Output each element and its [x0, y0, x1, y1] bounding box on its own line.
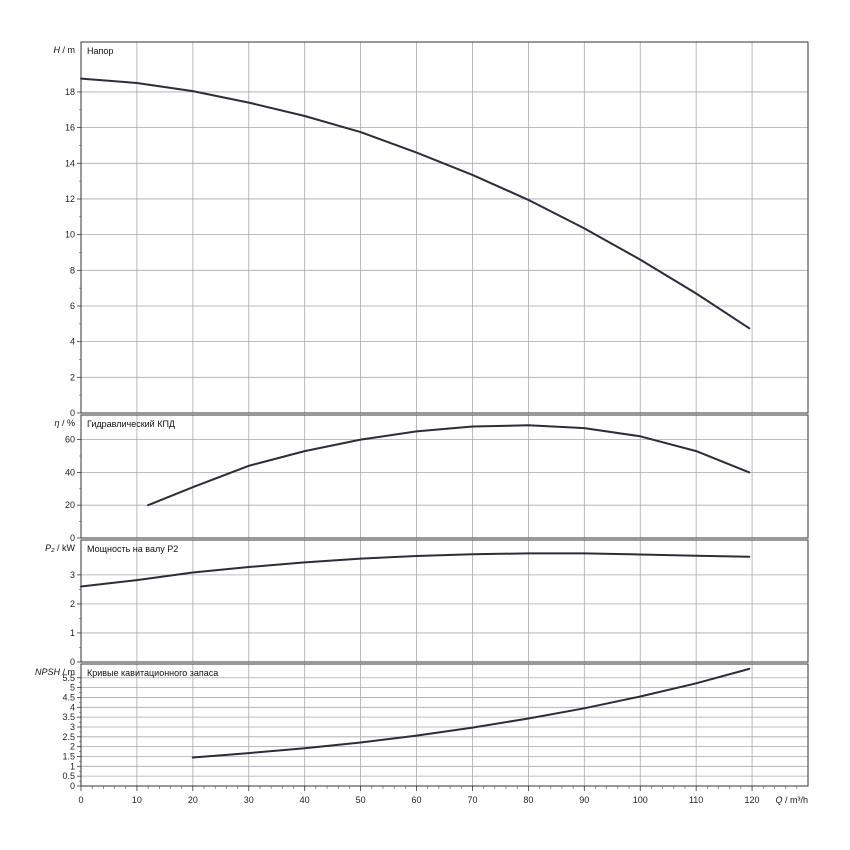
- y-axis-unit: / m: [60, 45, 75, 55]
- panel-frame: [80, 663, 809, 787]
- y-tick-label: 4: [70, 337, 75, 347]
- x-tick-label: 80: [523, 795, 533, 805]
- x-tick-label: 20: [188, 795, 198, 805]
- y-tick-label: 12: [65, 194, 75, 204]
- y-tick-label: 0.5: [62, 771, 75, 781]
- y-tick-label: 10: [65, 230, 75, 240]
- series-line-power: [80, 552, 751, 588]
- y-tick-label: 0: [70, 657, 75, 667]
- y-tick-label: 6: [70, 301, 75, 311]
- y-axis-variable: NPSH: [35, 667, 61, 677]
- y-axis-label: η / %: [54, 418, 75, 428]
- y-tick-label: 5.5: [62, 673, 75, 683]
- series-line-head: [80, 77, 751, 330]
- y-axis-variable: H: [54, 45, 61, 55]
- y-tick-label: 1: [70, 628, 75, 638]
- y-axis-unit: / m: [60, 667, 75, 677]
- y-tick-label: 16: [65, 123, 75, 133]
- x-tick-label: 110: [689, 795, 703, 805]
- y-axis-unit: / kW: [55, 543, 76, 553]
- x-tick-label: 50: [356, 795, 366, 805]
- y-tick-label: 3: [70, 570, 75, 580]
- x-tick-label: 0: [78, 795, 83, 805]
- x-axis-unit: / m³/h: [782, 795, 808, 805]
- panel-frame: [80, 41, 809, 414]
- y-tick-label: 4: [70, 702, 75, 712]
- y-tick-label: 8: [70, 265, 75, 275]
- panel-efficiency: 0 20 40 60 η / % Гидравлический КПД: [54, 414, 809, 543]
- panel-power: 0 1 2 3 P₂ / kW Мощность на валу P2: [45, 539, 809, 667]
- y-tick-label: 0: [70, 781, 75, 791]
- y-axis-variable: P₂: [45, 543, 55, 553]
- y-tick-label: 5: [70, 683, 75, 693]
- y-tick-label: 20: [65, 500, 75, 510]
- x-tick-label: 70: [467, 795, 477, 805]
- panel-head: 0 2 4 6 8 10 12 14 16 18 H / m Напор: [54, 41, 809, 418]
- y-tick-label: 1: [70, 761, 75, 771]
- y-tick-label: 2: [70, 372, 75, 382]
- y-tick-label: 0: [70, 533, 75, 543]
- x-tick-label: 100: [633, 795, 648, 805]
- x-axis-label: Q / m³/h: [775, 795, 808, 805]
- x-tick-label: 10: [132, 795, 142, 805]
- y-tick-label: 1.5: [62, 751, 75, 761]
- panel-title: Гидравлический КПД: [87, 419, 175, 429]
- panel-title: Напор: [87, 46, 113, 56]
- series-line-efficiency: [147, 424, 751, 507]
- x-tick-label: 120: [745, 795, 760, 805]
- x-tick-label: 60: [412, 795, 422, 805]
- x-tick-label: 90: [579, 795, 589, 805]
- y-axis-label: P₂ / kW: [45, 543, 75, 553]
- y-tick-label: 14: [65, 158, 75, 168]
- y-tick-label: 2: [70, 742, 75, 752]
- x-axis: 0 10 20 30 40 50 60 70 80 90 100 110 120 Q / m³/h: [78, 786, 808, 805]
- x-tick-label: 30: [244, 795, 254, 805]
- y-axis-label: NPSH / m: [35, 667, 75, 677]
- panel-title: Мощность на валу P2: [87, 544, 178, 554]
- y-axis-variable: η: [54, 418, 59, 428]
- panel-frame: [80, 539, 809, 663]
- panel-frame: [80, 414, 809, 539]
- y-tick-label: 4.5: [62, 692, 75, 702]
- y-tick-label: 2: [70, 599, 75, 609]
- y-tick-label: 2.5: [62, 732, 75, 742]
- x-tick-label: 40: [300, 795, 310, 805]
- x-axis-variable: Q: [775, 795, 782, 805]
- panel-title: Кривые кавитационного запаса: [87, 668, 218, 678]
- y-tick-label: 3: [70, 722, 75, 732]
- y-tick-label: 0: [70, 408, 75, 418]
- series-line-npsh: [191, 667, 751, 759]
- y-tick-label: 40: [65, 467, 75, 477]
- y-axis-label: H / m: [54, 45, 76, 55]
- y-tick-label: 18: [65, 87, 75, 97]
- y-tick-label: 60: [65, 435, 75, 445]
- y-tick-label: 3.5: [62, 712, 75, 722]
- y-axis-unit: / %: [59, 418, 75, 428]
